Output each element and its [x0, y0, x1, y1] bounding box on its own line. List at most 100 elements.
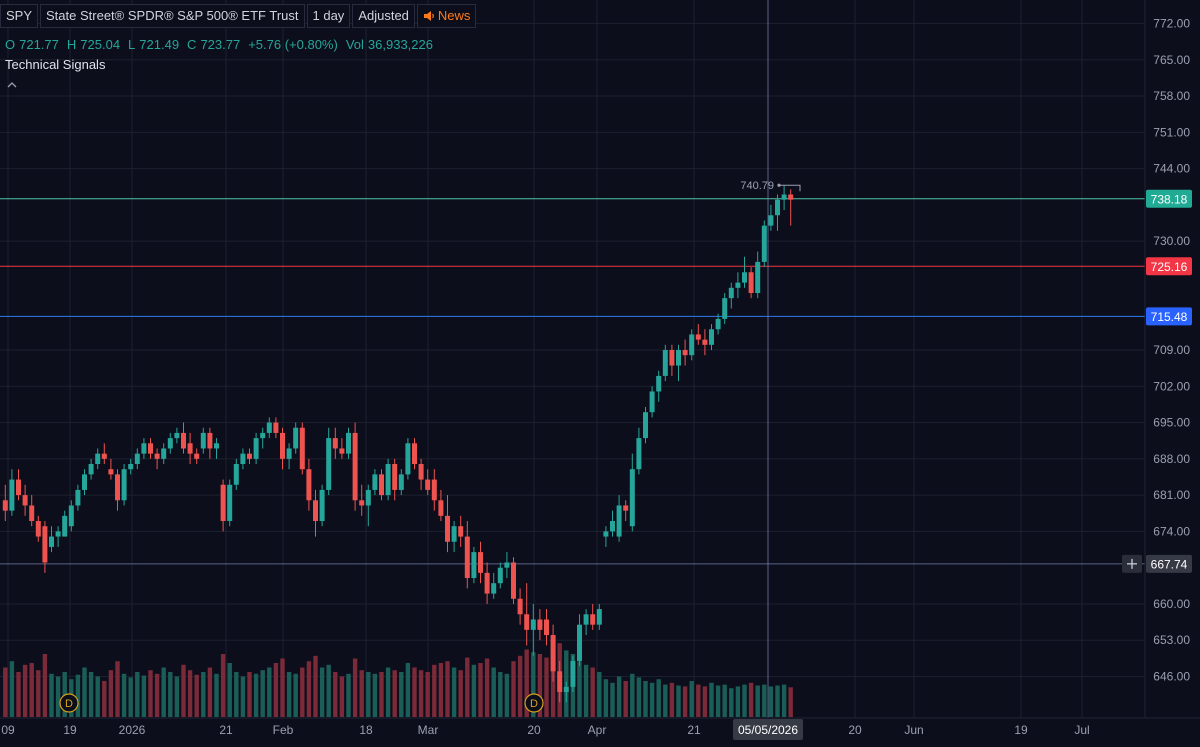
volume-bar	[319, 667, 325, 717]
candle-body	[458, 526, 464, 537]
volume-bar	[306, 661, 312, 717]
symbol-legend: SPY State Street® SPDR® S&P 500® ETF Tru…	[0, 4, 478, 28]
volume-bar	[36, 670, 41, 717]
volume-bar	[616, 676, 622, 717]
candle-body	[247, 453, 252, 459]
technical-signals-label[interactable]: Technical Signals	[5, 57, 106, 72]
volume-bar	[682, 686, 688, 717]
price-tick-label: 758.00	[1153, 89, 1190, 103]
candle-body	[167, 438, 173, 449]
volume-bar	[168, 672, 173, 717]
candle-body	[260, 432, 266, 439]
candle-body	[471, 552, 477, 579]
volume-bar	[663, 684, 668, 717]
volume-bar	[735, 686, 741, 717]
candle-body	[596, 609, 602, 625]
candle-body	[174, 432, 180, 439]
candle-body	[379, 474, 384, 496]
time-axis[interactable]: 09 19 2026 21 Feb 18 Mar 20 Apr 21 20 Jun 19 Jul 05/05…	[0, 717, 1200, 740]
volume-bar	[498, 672, 503, 717]
time-tick-label: 19	[1014, 723, 1028, 737]
volume-bar	[372, 673, 378, 717]
candle-body	[544, 619, 549, 636]
price-axis[interactable]: 772.00 765.00 758.00 751.00 744.00 730.00 709.…	[1122, 0, 1192, 718]
candle-body	[788, 194, 794, 200]
candle-body	[273, 422, 279, 433]
volume-bar	[95, 676, 100, 717]
horizontal-lines[interactable]	[0, 198, 1145, 565]
candle-body	[445, 515, 450, 542]
time-tick-label: Jun	[904, 723, 923, 737]
volume-bar	[603, 679, 609, 717]
candle-body	[233, 464, 239, 485]
candle-body	[161, 448, 167, 459]
volume-bar	[234, 672, 239, 717]
candle-body	[418, 464, 424, 480]
adjustment-label[interactable]: Adjusted	[352, 4, 415, 28]
candle-body	[326, 438, 332, 490]
candle-body	[16, 479, 21, 496]
candle-body	[68, 505, 74, 527]
change-value: +5.76 (+0.80%)	[248, 37, 338, 52]
volume-bar	[207, 667, 213, 717]
volume-bar	[742, 684, 747, 717]
volume-bar	[517, 655, 523, 717]
candle-body	[22, 495, 28, 506]
symbol-name[interactable]: State Street® SPDR® S&P 500® ETF Trust	[40, 4, 305, 28]
candle-body	[610, 521, 615, 532]
time-tick-label: Apr	[588, 723, 607, 737]
candle-body	[748, 272, 754, 293]
price-tick-label: 709.00	[1153, 343, 1190, 357]
time-tick-label: 21	[687, 723, 701, 737]
volume-bar	[392, 670, 397, 717]
volume-bar	[432, 664, 437, 717]
candle-body	[616, 505, 622, 537]
dividend-marker-label: D	[65, 698, 73, 710]
candle-body	[101, 453, 107, 459]
volume-bars	[3, 643, 793, 717]
candle-body	[121, 469, 127, 501]
price-tick-label: 660.00	[1153, 597, 1190, 611]
news-label: News	[437, 8, 471, 23]
low-value: 721.49	[139, 37, 180, 52]
volume-bar	[709, 682, 714, 717]
volume-bar	[458, 670, 463, 717]
news-button[interactable]: News	[416, 4, 477, 28]
volume-label: Vol	[345, 37, 364, 52]
volume-bar	[29, 663, 34, 717]
candle-body	[709, 329, 714, 345]
high-marker-leader	[779, 184, 801, 192]
symbol-ticker[interactable]: SPY	[0, 4, 39, 28]
chevron-up-icon[interactable]	[7, 78, 17, 92]
annotations: 740.79 D D	[59, 180, 801, 713]
volume-bar	[689, 681, 694, 717]
close-value: 723.77	[200, 37, 241, 52]
price-tick-label: 695.00	[1153, 416, 1190, 430]
price-tick-label: 730.00	[1153, 234, 1190, 248]
volume-bar	[181, 664, 186, 717]
candle-body	[563, 686, 569, 693]
volume-bar	[115, 661, 120, 717]
candle-body	[55, 531, 61, 537]
candle-body	[781, 194, 787, 200]
candle-body	[398, 474, 404, 490]
candle-body	[570, 660, 576, 687]
volume-bar	[326, 664, 331, 717]
volume-bar	[75, 674, 81, 717]
candle-body	[517, 598, 523, 615]
volume-bar	[88, 672, 94, 717]
candle-body	[352, 432, 358, 501]
price-marker-label: 667.74	[1151, 557, 1188, 571]
volume-bar	[715, 685, 721, 717]
candle-body	[504, 562, 510, 568]
candle-body	[332, 438, 338, 449]
price-tick-label: 772.00	[1153, 17, 1190, 31]
volume-bar	[445, 661, 450, 717]
candle-body	[669, 350, 675, 366]
interval-label[interactable]: 1 day	[306, 4, 351, 28]
time-tick-label: 2026	[119, 723, 146, 737]
volume-bar	[121, 673, 127, 717]
candle-body	[9, 479, 15, 511]
volume-bar	[161, 667, 166, 717]
